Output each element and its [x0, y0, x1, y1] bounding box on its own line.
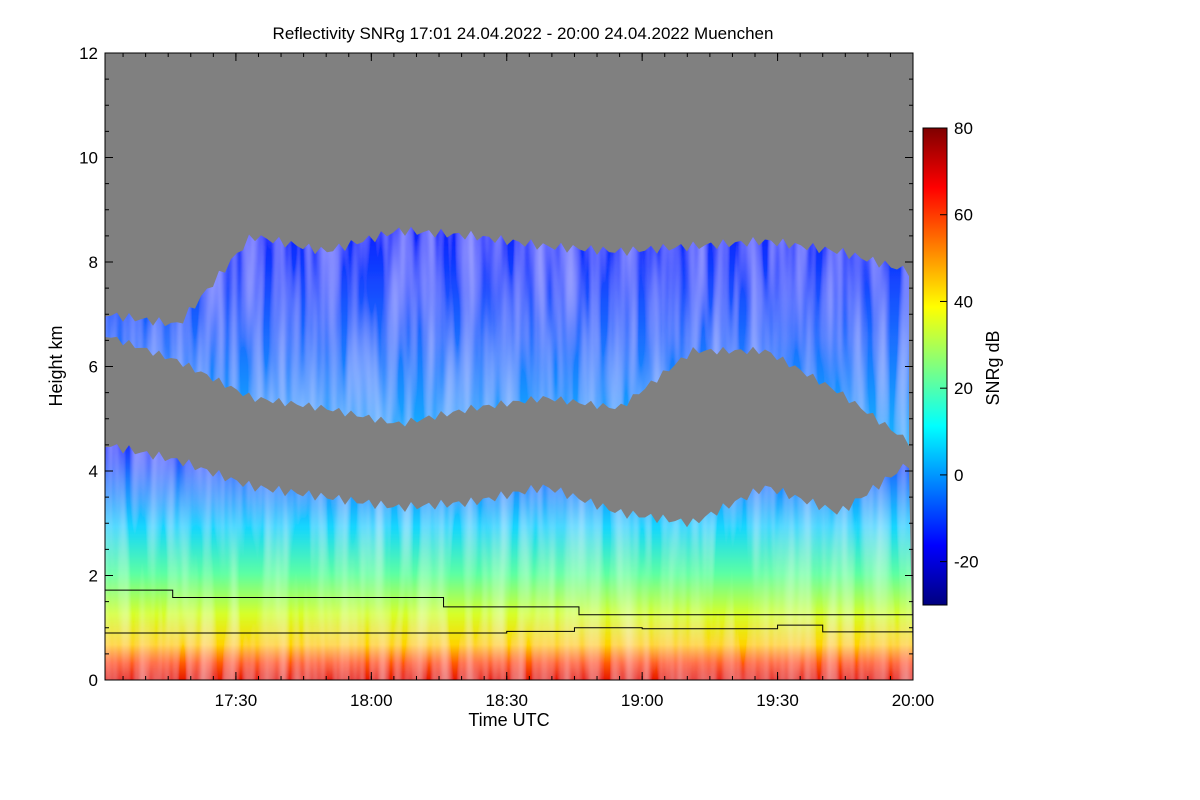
boundary-line-upper [105, 589, 913, 616]
x-axis-label: Time UTC [468, 710, 549, 730]
x-tick-label: 18:30 [485, 691, 528, 710]
colorbar-tick-label: 20 [954, 379, 973, 398]
boundary-line-lower [105, 624, 913, 634]
y-tick-label: 8 [89, 253, 98, 272]
y-tick-label: 10 [79, 149, 98, 168]
colorbar-tick-label: 0 [954, 466, 963, 485]
colorbar-ticks: -20 0 20 40 60 80 [940, 119, 979, 572]
colorbar-tick-label: 80 [954, 119, 973, 138]
x-tick-label: 19:00 [621, 691, 664, 710]
chart-title: Reflectivity SNRg 17:01 24.04.2022 - 20:… [273, 24, 774, 43]
upper-cloud-layer [105, 226, 909, 446]
colorbar-label: SNRg dB [983, 330, 1003, 405]
y-tick-label: 2 [89, 567, 98, 586]
x-tick-label: 20:00 [892, 691, 935, 710]
x-tick-label: 19:30 [756, 691, 799, 710]
colorbar [922, 127, 948, 606]
y-tick-label: 0 [89, 671, 98, 690]
lower-cloud-layer [105, 444, 913, 680]
colorbar-tick-label: -20 [954, 553, 979, 572]
colorbar-tick-label: 40 [954, 292, 973, 311]
y-axis: 0 2 4 6 8 10 12 [79, 44, 913, 690]
x-tick-label: 17:30 [215, 691, 258, 710]
x-axis: 17:30 18:00 18:30 19:00 19:30 20:00 [122, 53, 935, 710]
x-tick-label: 18:00 [350, 691, 393, 710]
y-axis-label: Height km [46, 325, 66, 406]
colorbar-tick-label: 60 [954, 206, 973, 225]
plot-area [105, 53, 913, 680]
y-tick-label: 4 [89, 462, 98, 481]
y-tick-label: 6 [89, 358, 98, 377]
y-tick-label: 12 [79, 44, 98, 63]
